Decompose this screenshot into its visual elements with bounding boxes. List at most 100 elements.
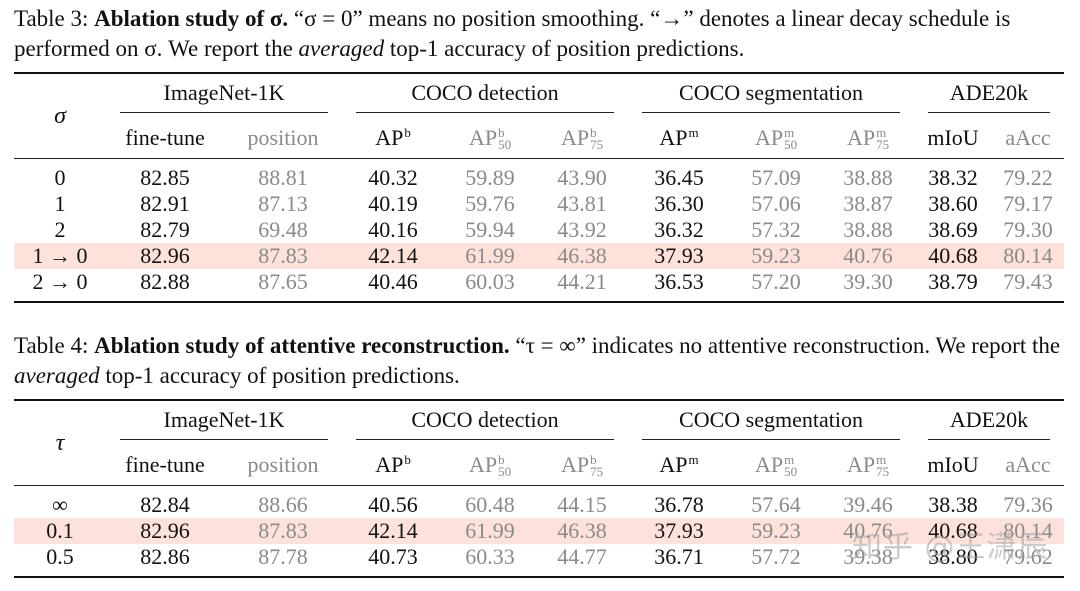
table4-sub-aacc: aAcc [1005,452,1051,477]
table-cell: 80.14 [992,243,1064,269]
table4-sub-seg-ap-sup: m [688,452,699,467]
table3-sub-det-ap50-scripts: b 50 [498,126,512,153]
table-cell: 42.14 [342,243,444,269]
table4-sub-det-ap-sup: b [404,452,411,467]
table-cell: 57.06 [751,191,801,216]
table4-subheader: fine-tune position AP b AP b 50 AP b 75 AP m AP m 50 AP… [14,445,1064,486]
table3-param-symbol: σ [54,102,66,129]
table3-caption-text2: top-1 accuracy of position predictions. [384,36,745,61]
table4-group-imagenet-label: ImageNet-1K [163,406,285,432]
table-cell: 88.66 [258,492,308,517]
table-cell: 82.96 [106,243,224,269]
table3-sub-det-ap75-sup: b [590,125,597,141]
table-row: 0.1 82.96 87.83 42.14 61.99 46.38 37.93 59.23 40… [14,518,1064,544]
table4-caption: Table 4: Ablation study of attentive rec… [14,331,1076,391]
table-cell: 43.92 [557,217,607,242]
table-cell: 39.30 [843,269,893,294]
table-row: ∞ 82.84 88.66 40.56 60.48 44.15 36.78 57.64 39.4… [14,486,1064,519]
table3-sub-det-ap50: AP b 50 [444,118,536,159]
table3-sub-seg-ap50-sub: 50 [784,137,798,153]
table3-caption-title: Ablation study of σ. [94,6,289,31]
table3-sub-det-ap75: AP b 75 [536,118,628,159]
table-cell: 36.53 [654,269,704,294]
table-cell: 37.93 [628,518,730,544]
table4-caption-text1: “τ = ∞” indicates no attentive reconstru… [509,333,1061,358]
table-cell: 69.48 [258,217,308,242]
table4-caption-label: Table 4: [14,333,89,358]
table-row: 1 82.91 87.13 40.19 59.76 43.81 36.30 57.06 38.8… [14,191,1064,217]
table4-caption-text2: top-1 accuracy of position predictions. [99,363,460,388]
table4-sub-det-ap-base: AP [375,452,404,477]
table3-group-ade20k-label: ADE20k [949,79,1029,105]
table3-sub-seg-ap75: AP m 75 [822,118,914,159]
table3-sub-seg-ap75-sup: m [876,125,887,141]
table-cell: 79.36 [1003,492,1053,517]
table-cell: 60.03 [465,269,515,294]
table3-subheader: fine-tune position AP b AP b 50 AP b 75 AP m AP m 50 AP… [14,118,1064,159]
table4-sub-det-ap75-sup: b [590,452,597,468]
table4-sub-miou: mIoU [927,452,979,477]
table4-sub-seg-ap50-scripts: m 50 [784,452,798,480]
table-cell: 87.83 [224,243,342,269]
table-cell: 57.20 [751,269,801,294]
table-cell: 40.16 [368,217,418,242]
table-cell: 40.68 [914,518,992,544]
table-row: 0.5 82.86 87.78 40.73 60.33 44.77 36.71 57.72 39… [14,544,1064,577]
table4-group-ade20k: ADE20k [914,401,1064,445]
table3-group-coco-detection-label: COCO detection [411,79,559,105]
table4-sub-seg-ap75-scripts: m 75 [876,453,890,480]
table-cell: 40.46 [368,269,418,294]
table-cell: 79.43 [1003,269,1053,294]
table3-sub-seg-ap50-base: AP [754,124,784,150]
table4-group-coco-segmentation: COCO segmentation [628,401,914,445]
table4-group-coco-segmentation-label: COCO segmentation [679,406,863,432]
table3-caption-text1: “σ = 0” means no position smoothing. “→”… [14,6,1011,61]
table4-group-coco-detection: COCO detection [342,401,628,445]
table3-sub-position: position [247,125,319,150]
table3-sub-seg-ap75-scripts: m 75 [876,125,889,151]
table-cell: 82.88 [140,269,190,294]
table3-sub-seg-ap50-sup: m [784,125,795,141]
table-cell: ∞ [52,492,68,517]
table-cell: 38.69 [928,217,978,242]
table3-sub-fine-tune: fine-tune [125,125,205,150]
table-cell: 1 → 0 [14,243,106,269]
table4-sub-position: position [247,452,319,477]
table3-sub-det-ap75-sub: 75 [590,137,604,153]
table-cell: 59.94 [465,217,515,242]
table4-sub-det-ap50-sup: b [498,452,505,468]
table4-sub-det-ap75: AP b 75 [536,445,628,486]
table4-sub-seg-ap75-sub: 75 [876,464,890,480]
table-cell: 59.23 [730,518,822,544]
table-cell: 38.80 [928,544,978,569]
table-cell: 57.72 [751,544,801,569]
table3-sub-det-ap: AP b [342,118,444,159]
table-cell: 60.48 [465,492,515,517]
table4-sub-seg-ap50-sup: m [784,452,795,468]
table-cell: 38.32 [928,165,978,190]
table4-sub-det-ap50-base: AP [468,451,498,477]
table4-sub-det-ap75-scripts: b 75 [590,452,603,478]
table4-sub-seg-ap: AP m [628,445,730,486]
table-cell: 87.65 [258,269,308,294]
table-cell: 40.19 [368,191,418,216]
table4-sub-det-ap75-base: AP [560,451,590,477]
table3-sub-seg-ap: AP m [628,118,730,159]
table3-sub-det-ap50-sub: 50 [498,137,512,153]
table-cell: 82.79 [140,217,190,242]
table-cell: 87.78 [258,544,308,569]
table-cell: 2 [54,217,66,242]
table-cell: 38.60 [928,191,978,216]
table3-group-ade20k: ADE20k [914,74,1064,118]
table-cell: 39.46 [843,492,893,517]
table4-sub-det-ap50-sub: 50 [498,464,512,480]
table4-group-imagenet: ImageNet-1K [106,401,342,445]
table-cell: 61.99 [444,243,536,269]
table-cell: 57.64 [751,492,801,517]
table3-group-header: σ ImageNet-1K COCO detection COCO segmentat… [14,74,1064,129]
table4-sub-seg-ap50: AP m 50 [730,445,822,486]
table-row: 2 82.79 69.48 40.16 59.94 43.92 36.32 57.32 38.8… [14,217,1064,243]
table-cell: 44.21 [557,269,607,294]
table4-sub-seg-ap50-sub: 50 [784,464,798,480]
table4-sub-seg-ap-scripts: m [688,452,699,467]
